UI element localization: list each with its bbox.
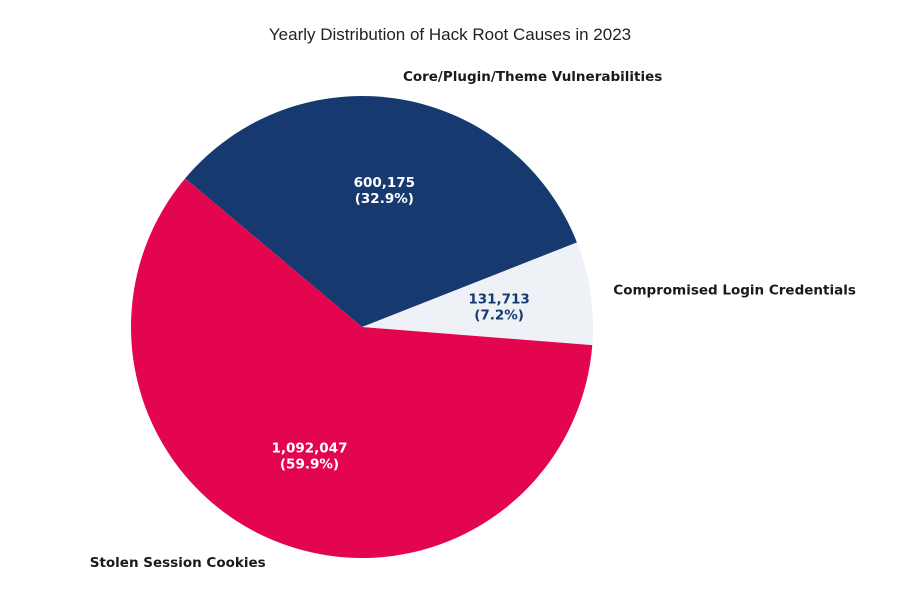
slice-value-label: 131,713 (7.2%): [468, 292, 530, 324]
chart-title: Yearly Distribution of Hack Root Causes …: [269, 25, 631, 44]
slice-category-label: Stolen Session Cookies: [90, 555, 266, 571]
pie-slice-2: [130, 178, 593, 559]
slice-value-label: 600,175 (32.9%): [354, 175, 416, 207]
pie-slice-1: [185, 96, 577, 328]
pie-slice-0: [362, 242, 593, 346]
slice-value-label: 1,092,047 (59.9%): [271, 440, 347, 472]
slice-category-label: Core/Plugin/Theme Vulnerabilities: [403, 69, 662, 85]
slice-category-label: Compromised Login Credentials: [613, 282, 856, 298]
